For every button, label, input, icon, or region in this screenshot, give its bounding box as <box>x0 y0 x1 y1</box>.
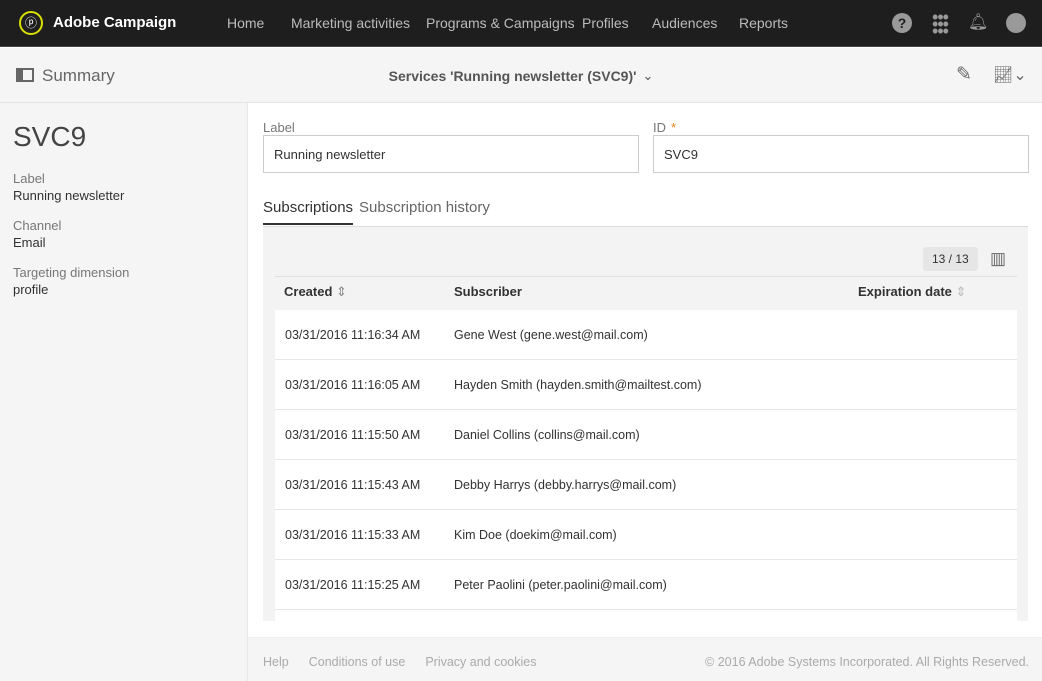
label-input[interactable]: Running newsletter <box>263 135 639 173</box>
created-cell: 03/31/2016 11:15:50 AM <box>285 428 421 442</box>
footer-links: Help Conditions of use Privacy and cooki… <box>263 655 536 669</box>
column-settings-icon[interactable]: ▥ <box>990 249 1007 268</box>
table-row[interactable] <box>275 610 1017 621</box>
tab-subscriptions[interactable]: Subscriptions <box>263 199 354 225</box>
copyright: © 2016 Adobe Systems Incorporated. All R… <box>705 655 1029 669</box>
id-field-label: ID <box>653 120 666 135</box>
targeting-label: Targeting dimension <box>13 265 130 280</box>
subscriber-cell: Hayden Smith (hayden.smith@mailtest.com) <box>454 378 702 392</box>
summary-panel-icon[interactable] <box>16 68 34 82</box>
channel-value: Email <box>13 235 46 250</box>
apps-grid-icon[interactable]: ••• ••• ••• <box>932 7 949 41</box>
created-cell: 03/31/2016 11:15:43 AM <box>285 478 421 492</box>
subscriber-cell: Debby Harrys (debby.harrys@mail.com) <box>454 478 677 492</box>
nav-audiences[interactable]: Audiences <box>652 15 718 31</box>
footer: Help Conditions of use Privacy and cooki… <box>248 637 1042 681</box>
created-cell: 03/31/2016 11:15:33 AM <box>285 528 421 542</box>
footer-privacy-link[interactable]: Privacy and cookies <box>425 655 537 669</box>
page-title-dropdown[interactable]: Services 'Running newsletter (SVC9)' ⌄ <box>0 68 1042 84</box>
summary-toggle[interactable]: Summary <box>42 66 115 85</box>
created-cell: 03/31/2016 11:15:25 AM <box>285 578 421 592</box>
service-id-heading: SVC9 <box>13 121 87 152</box>
edit-pencil-icon[interactable]: ✎ <box>956 64 972 85</box>
table-row[interactable]: 03/31/2016 11:16:05 AM Hayden Smith (hayd… <box>275 360 1017 410</box>
column-expiration-date[interactable]: Expiration date ⇕ <box>858 284 966 300</box>
chevron-down-icon[interactable]: ⌄ <box>642 68 654 83</box>
subscriptions-table: 03/31/2016 11:16:34 AM Gene West (gene.we… <box>275 310 1017 621</box>
created-cell: 03/31/2016 11:16:05 AM <box>285 378 421 392</box>
required-marker: * <box>671 120 677 135</box>
record-count-badge: 13 / 13 <box>923 247 978 271</box>
column-created-label: Created <box>284 284 333 299</box>
bell-icon[interactable]: 🔔︎ <box>968 14 989 31</box>
sub-header: Summary Services 'Running newsletter (SV… <box>0 48 1042 103</box>
label-value: Running newsletter <box>13 188 125 203</box>
subscriber-cell: Gene West (gene.west@mail.com) <box>454 328 648 342</box>
footer-conditions-link[interactable]: Conditions of use <box>308 655 406 669</box>
avatar[interactable] <box>1006 13 1026 33</box>
sort-icon[interactable]: ⇕ <box>955 284 967 299</box>
table-row[interactable]: 03/31/2016 11:15:33 AM Kim Doe (doekim@ma… <box>275 510 1017 560</box>
subscriber-cell: Daniel Collins (collins@mail.com) <box>454 428 640 442</box>
brand-name[interactable]: Adobe Campaign <box>53 14 177 31</box>
footer-help-link[interactable]: Help <box>263 655 289 669</box>
label-label: Label <box>13 171 45 186</box>
top-bar: ⓟ Adobe Campaign Home Marketing activiti… <box>0 0 1042 47</box>
help-icon[interactable]: ? <box>892 13 912 33</box>
nav-marketing-activities[interactable]: Marketing activities <box>291 15 411 31</box>
targeting-value: profile <box>13 282 49 297</box>
id-input[interactable]: SVC9 <box>653 135 1029 173</box>
adobe-campaign-logo-icon[interactable]: ⓟ <box>19 11 43 35</box>
nav-reports[interactable]: Reports <box>739 15 789 31</box>
sort-icon[interactable]: ⇕ <box>336 284 347 299</box>
table-row[interactable]: 03/31/2016 11:15:43 AM Debby Harrys (debb… <box>275 460 1017 510</box>
column-subscriber[interactable]: Subscriber <box>454 284 522 299</box>
label-field-label: Label <box>263 120 295 135</box>
created-cell: 03/31/2016 11:16:34 AM <box>285 328 421 342</box>
subscriptions-panel: 13 / 13 ▥ Created ⇕ Subscriber Expiratio… <box>263 226 1028 621</box>
channel-label: Channel <box>13 218 62 233</box>
nav-home[interactable]: Home <box>227 15 265 31</box>
table-row[interactable]: 03/31/2016 11:16:34 AM Gene West (gene.we… <box>275 310 1017 360</box>
nav-profiles[interactable]: Profiles <box>582 15 629 31</box>
tab-subscription-history[interactable]: Subscription history <box>359 199 490 216</box>
subscriber-cell: Kim Doe (doekim@mail.com) <box>454 528 617 542</box>
page-title[interactable]: Services 'Running newsletter (SVC9)' <box>388 68 637 84</box>
subscriber-cell: Peter Paolini (peter.paolini@mail.com) <box>454 578 667 592</box>
nav-programs-campaigns[interactable]: Programs & Campaigns <box>426 15 575 31</box>
summary-sidebar: SVC9 Label Running newsletter Channel Em… <box>0 103 248 681</box>
table-row[interactable]: 03/31/2016 11:15:25 AM Peter Paolini (pet… <box>275 560 1017 610</box>
reports-chart-icon[interactable]: 📈︎⌄ <box>993 67 1027 84</box>
table-row[interactable]: 03/31/2016 11:15:50 AM Daniel Collins (co… <box>275 410 1017 460</box>
column-expiration-label: Expiration date <box>858 284 952 299</box>
column-created[interactable]: Created ⇕ <box>284 284 347 300</box>
id-field-label-group: ID * <box>653 120 676 135</box>
